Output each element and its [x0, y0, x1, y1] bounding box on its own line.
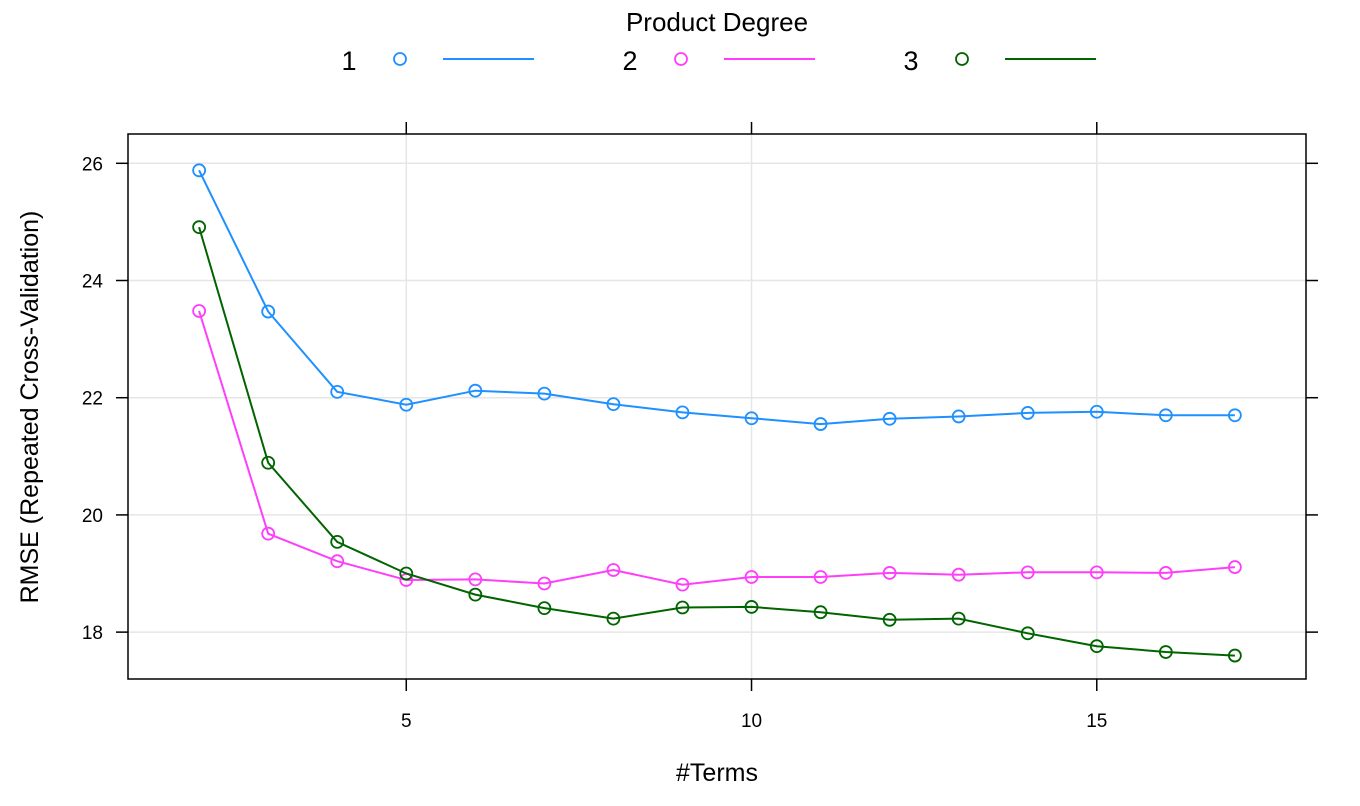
series-2 [192, 304, 1242, 592]
series-1-point [192, 163, 207, 178]
series-1-line [198, 169, 1235, 426]
legend-marker-3 [955, 52, 969, 66]
series-1-point [468, 383, 483, 398]
legend-label-1: 1 [341, 46, 356, 76]
series-1-point [1020, 406, 1035, 420]
series-2-point [606, 563, 621, 577]
series-2-line [198, 310, 1235, 586]
x-axis-title: #Terms [676, 759, 758, 787]
series-1-point [951, 409, 966, 424]
series-2-point [468, 572, 483, 587]
x-tick-label: 15 [1086, 711, 1107, 732]
legend: Product Degree 1 2 3 [341, 7, 1096, 76]
series-3-point [399, 566, 414, 581]
series-3 [192, 220, 1242, 663]
series-2-point [261, 526, 276, 541]
series-3-point [192, 220, 207, 235]
series-1 [192, 163, 1242, 431]
series-3-point [606, 611, 621, 626]
series-3-point [951, 611, 966, 626]
series-1-point [1158, 408, 1173, 423]
series-1-point [330, 384, 345, 399]
series-1-point [399, 397, 414, 412]
series-3-point [1158, 645, 1173, 659]
series-3-point [537, 601, 552, 615]
legend-marker-2 [674, 52, 688, 66]
series-2-point [813, 570, 828, 584]
series-3-point [261, 455, 276, 470]
series-1-point [1089, 404, 1104, 419]
series-3-point [1089, 639, 1104, 654]
series-2-point [951, 567, 966, 582]
x-tick-label: 5 [401, 711, 412, 732]
series-3-point [675, 600, 690, 615]
series-2-point [330, 554, 345, 569]
series-3-point [882, 612, 897, 627]
y-tick-label: 22 [82, 389, 103, 410]
series-layer [192, 163, 1242, 663]
series-1-point [882, 411, 897, 426]
series-3-point [813, 605, 828, 620]
legend-label-3: 3 [903, 46, 918, 76]
series-1-point [261, 304, 276, 319]
series-2-point [675, 577, 690, 592]
series-2-point [192, 304, 207, 318]
series-2-point [537, 576, 552, 591]
series-2-point [1227, 560, 1242, 574]
plot-frame [127, 133, 1307, 680]
series-1-point [744, 411, 759, 426]
series-1-point [606, 397, 621, 412]
series-3-point [1020, 626, 1035, 641]
series-1-point [537, 386, 552, 401]
series-2-point [1020, 565, 1035, 580]
series-2-point [882, 566, 897, 580]
axis-ticks: 5 10 15 18 20 22 24 26 [82, 122, 1318, 732]
series-3-point [468, 587, 483, 602]
series-3-point [744, 600, 759, 614]
grid [128, 134, 1306, 679]
series-1-point [675, 405, 690, 420]
series-3-point [1227, 648, 1242, 663]
series-1-point [813, 417, 828, 431]
x-tick-label: 10 [741, 711, 762, 732]
series-2-point [1089, 565, 1104, 580]
legend-marker-1 [393, 52, 407, 66]
y-tick-label: 20 [82, 506, 103, 527]
y-tick-label: 26 [82, 154, 103, 175]
y-tick-label: 24 [82, 272, 104, 293]
series-3-point [330, 534, 345, 549]
series-1-point [1227, 408, 1242, 423]
legend-label-2: 2 [622, 46, 637, 76]
y-axis-title: RMSE (Repeated Cross-Validation) [16, 211, 44, 604]
legend-title: Product Degree [626, 7, 808, 37]
series-3-line [198, 226, 1235, 657]
series-2-point [1158, 566, 1173, 580]
y-tick-label: 18 [82, 623, 103, 644]
series-2-point [744, 570, 759, 584]
